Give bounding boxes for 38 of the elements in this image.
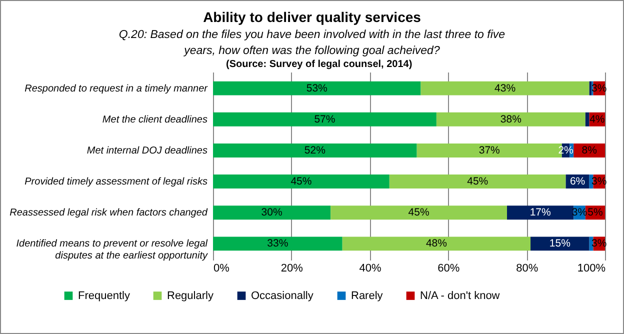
- y-tick-label: Identified means to prevent or resolve legal disputes at the earliest opportunity: [16, 238, 208, 262]
- y-tick-label: Met internal DOJ deadlines: [86, 145, 208, 156]
- x-tick-label: 40%: [359, 262, 382, 274]
- data-label: 45%: [408, 206, 430, 219]
- y-tick-label: Met the client deadlines: [102, 114, 208, 126]
- data-label: 53%: [306, 82, 328, 94]
- legend-label: Frequently: [78, 290, 130, 302]
- x-tick-label: 60%: [438, 262, 460, 274]
- data-label: 43%: [494, 82, 516, 94]
- data-label: 15%: [549, 238, 570, 250]
- data-label: 5%: [588, 206, 603, 219]
- legend-label: Regularly: [167, 290, 214, 302]
- data-label: 45%: [467, 176, 488, 188]
- data-label: 37%: [478, 144, 500, 156]
- data-label: 30%: [261, 206, 282, 219]
- chart-title: Ability to deliver quality services: [202, 9, 422, 25]
- legend-label: Rarely: [351, 290, 384, 302]
- data-label: 17%: [530, 206, 551, 219]
- x-tick-label: 20%: [280, 262, 304, 274]
- x-tick-label: 100%: [577, 262, 606, 274]
- data-label: 57%: [314, 113, 336, 126]
- data-label: 6%: [570, 176, 586, 188]
- data-label: 8%: [582, 144, 597, 156]
- chart-subtitle: Q.20: Based on the files you have been involved with in the last three to five years, how often was the following goal acheived?: [118, 28, 506, 59]
- x-tick-label: 80%: [516, 262, 538, 274]
- data-label: 33%: [267, 238, 288, 250]
- legend-label: Occasionally: [251, 290, 314, 302]
- y-tick-label: Reassessed legal risk when factors changed: [10, 208, 208, 219]
- y-tick-label: Responded to request in a timely manner: [24, 83, 208, 94]
- legend-label: N/A - don't know: [420, 290, 500, 302]
- data-label: 48%: [426, 238, 447, 250]
- y-tick-label: Provided timely assessment of legal risks: [24, 176, 208, 188]
- data-label: 38%: [500, 113, 522, 126]
- text: (Source: Survey of legal counsel, 2014): [226, 59, 414, 70]
- data-label: 4%: [590, 113, 605, 126]
- x-tick-label: 0%: [214, 262, 230, 274]
- data-label: 52%: [304, 144, 326, 156]
- data-label: 45%: [290, 176, 312, 188]
